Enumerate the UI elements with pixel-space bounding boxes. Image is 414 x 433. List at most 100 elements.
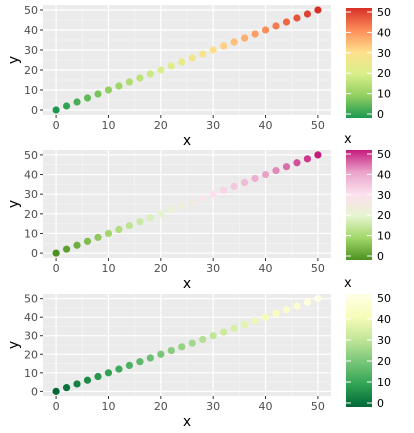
data-point [314, 295, 322, 303]
y-tick-label: 30 [24, 188, 38, 201]
data-point [303, 10, 312, 18]
x-tick-label: 20 [154, 119, 168, 132]
y-tick-label: 40 [24, 311, 38, 324]
data-point [167, 206, 175, 214]
data-point [188, 339, 196, 347]
y-tick-label: 0 [31, 104, 38, 117]
data-point [62, 245, 71, 253]
data-point [157, 66, 165, 74]
data-point [209, 332, 217, 340]
y-tick-label: 0 [31, 385, 38, 398]
data-point [52, 387, 60, 395]
data-point [199, 194, 207, 202]
data-point [261, 26, 270, 34]
data-point [220, 42, 228, 50]
x-tick-label: 10 [101, 262, 115, 275]
data-point [272, 167, 280, 175]
data-point [209, 46, 217, 54]
x-tick-label: 50 [311, 262, 325, 275]
y-tick-label: 20 [24, 348, 38, 361]
legend-tick-label: 20 [377, 355, 391, 368]
x-tick-label: 0 [53, 400, 60, 413]
data-point [136, 74, 144, 82]
data-point [282, 18, 291, 26]
chart-2: 0 10 20 30 40 50 0 10 20 30 40 50 x y x 0 10 20 30 40 50 [6, 132, 391, 292]
data-point [167, 346, 175, 355]
data-point [199, 335, 207, 344]
data-point [83, 237, 92, 245]
legend-tick-label: 20 [377, 67, 391, 80]
y-axis-title: y [6, 341, 22, 349]
x-tick-label: 50 [311, 400, 325, 413]
legend-title: x [344, 132, 352, 147]
x-tick-label: 10 [101, 119, 115, 132]
data-point [241, 178, 249, 186]
data-point [282, 163, 291, 171]
y-axis-title: y [6, 56, 22, 64]
data-point [293, 14, 301, 22]
data-point [94, 233, 102, 241]
x-tick-label: 20 [154, 262, 168, 275]
data-point [188, 54, 196, 62]
y-tick-label: 20 [24, 64, 38, 77]
data-point [199, 50, 207, 58]
legend-tick-label: 0 [377, 397, 384, 410]
data-point [178, 343, 186, 351]
data-point [52, 249, 60, 257]
legend-tick-label: 0 [377, 250, 384, 263]
data-point [282, 306, 291, 314]
data-point [251, 30, 259, 38]
chart-1: 0 10 20 30 40 50 0 10 20 30 40 50 x y 0 10 20 30 40 50 [6, 4, 391, 149]
data-point [125, 78, 133, 86]
x-tick-label: 0 [53, 119, 60, 132]
x-tick-label: 30 [206, 119, 220, 132]
data-point [293, 302, 301, 310]
legend-tick-label: 40 [377, 168, 391, 181]
data-point [62, 102, 71, 110]
legend-tick-label: 30 [377, 47, 391, 60]
x-axis-title: x [183, 414, 191, 430]
data-point [104, 229, 113, 238]
y-tick-label: 10 [24, 84, 38, 97]
x-tick-label: 0 [53, 262, 60, 275]
y-tick-label: 50 [24, 4, 38, 17]
y-tick-label: 50 [24, 149, 38, 162]
data-point [314, 6, 322, 14]
y-tick-label: 10 [24, 367, 38, 380]
x-tick-label: 40 [259, 400, 273, 413]
y-tick-label: 30 [24, 44, 38, 57]
data-point [303, 298, 312, 306]
legend-tick-label: 40 [377, 26, 391, 39]
data-point [115, 225, 123, 234]
legend-tick-label: 10 [377, 230, 391, 243]
x-axis-title: x [183, 276, 191, 292]
data-point [94, 372, 102, 381]
data-point [73, 98, 81, 106]
data-point [188, 198, 196, 206]
data-point [146, 70, 154, 78]
data-point [293, 159, 301, 167]
x-tick-label: 50 [311, 119, 325, 132]
legend-tick-label: 10 [377, 376, 391, 389]
legend-tick-label: 50 [377, 148, 391, 161]
data-point [241, 34, 249, 42]
data-point [115, 82, 123, 90]
data-point [241, 321, 249, 329]
legend-colorbar [346, 150, 372, 260]
data-point [272, 309, 280, 318]
data-point [136, 218, 144, 226]
data-point [178, 202, 186, 210]
data-point [178, 58, 186, 66]
legend-tick-label: 50 [377, 292, 391, 305]
x-tick-label: 20 [154, 400, 168, 413]
data-point [167, 62, 175, 70]
data-point [220, 186, 228, 194]
legend-tick-label: 10 [377, 88, 391, 101]
data-point [230, 324, 238, 332]
data-point [125, 361, 133, 369]
x-tick-label: 40 [259, 262, 273, 275]
data-point [157, 210, 165, 218]
data-point [314, 151, 322, 159]
data-point [303, 155, 312, 163]
y-tick-label: 40 [24, 24, 38, 37]
